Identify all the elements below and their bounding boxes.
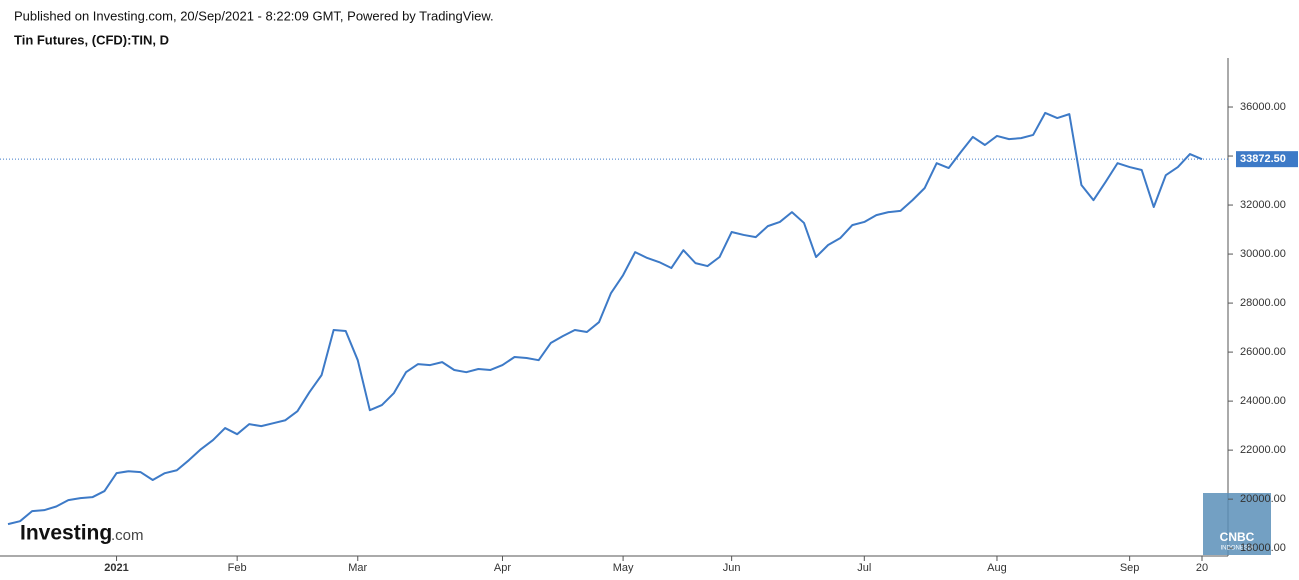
y-tick-label: 26000.00	[1240, 346, 1286, 358]
last-price-box	[1236, 151, 1298, 168]
x-tick-label: Jul	[857, 562, 871, 574]
x-tick-label: 20	[1196, 562, 1208, 574]
x-tick-label: Sep	[1120, 562, 1140, 574]
y-tick-label: 32000.00	[1240, 199, 1286, 211]
y-tick-label: 22000.00	[1240, 444, 1286, 456]
y-tick-label: 18000.00	[1240, 542, 1286, 554]
x-tick-label: Mar	[348, 562, 367, 574]
y-tick-label: 30000.00	[1240, 248, 1286, 260]
watermark-brand: Investing	[20, 522, 112, 545]
y-tick-label: 20000.00	[1240, 493, 1286, 505]
logo-sub: INDONESIA	[1220, 546, 1253, 552]
last-price-label: 33872.50	[1240, 153, 1286, 165]
y-tick-label: 24000.00	[1240, 395, 1286, 407]
x-tick-label: Apr	[494, 562, 511, 574]
logo-name: CNBC	[1220, 530, 1255, 544]
watermark-suffix: .com	[111, 527, 144, 544]
logo-box	[1203, 493, 1271, 555]
published-note: Published on Investing.com, 20/Sep/2021 …	[14, 8, 494, 23]
price-line	[7, 111, 1203, 526]
x-tick-label: 2021	[104, 562, 128, 574]
symbol-title: Tin Futures, (CFD):TIN, D	[14, 32, 169, 47]
x-tick-label: Feb	[228, 562, 247, 574]
y-tick-label: 36000.00	[1240, 101, 1286, 113]
x-tick-label: Jun	[723, 562, 741, 574]
x-tick-label: Aug	[987, 562, 1007, 574]
x-tick-label: May	[613, 562, 634, 574]
y-tick-label: 28000.00	[1240, 297, 1286, 309]
